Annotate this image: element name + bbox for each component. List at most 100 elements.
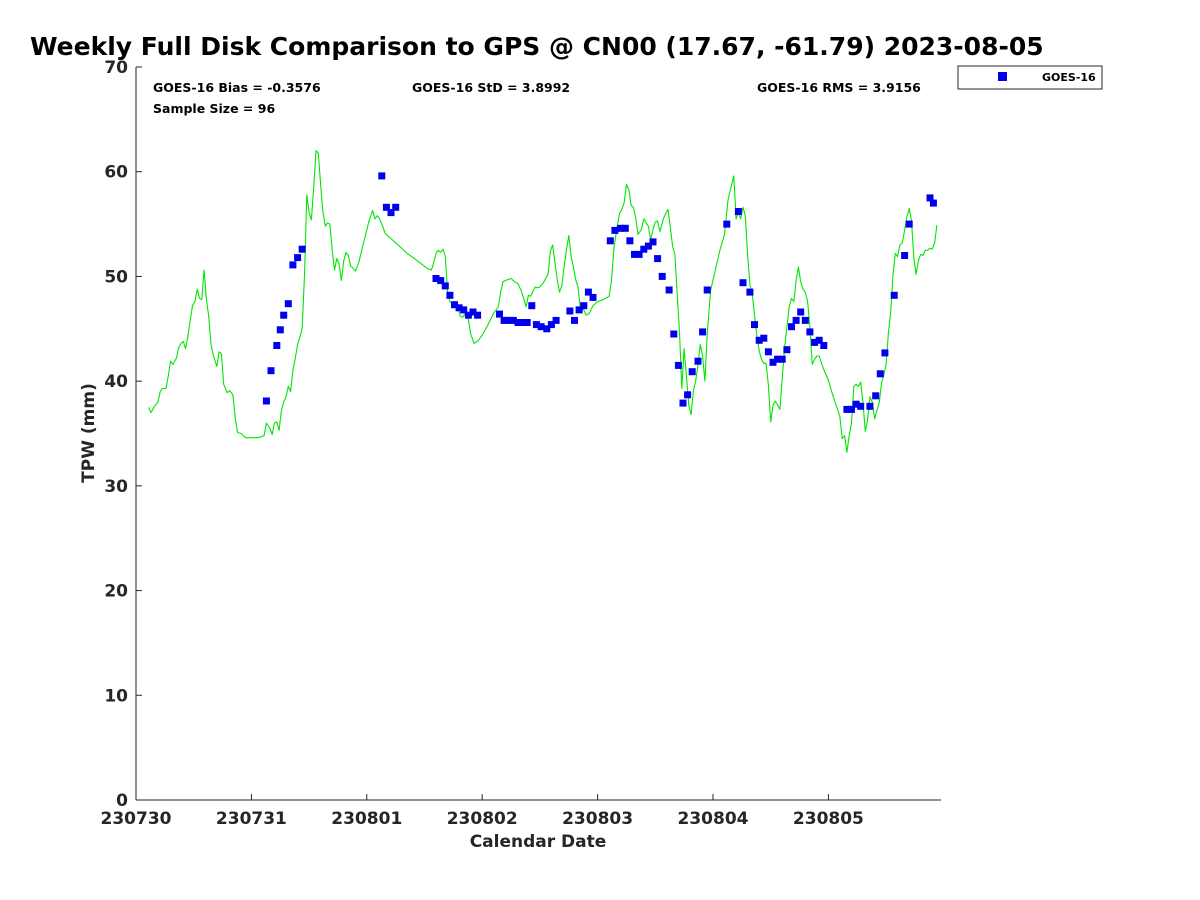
goes16-point <box>801 316 809 324</box>
y-tick-label: 40 <box>104 372 128 392</box>
goes16-point <box>806 328 814 336</box>
x-tick-label: 230731 <box>216 809 287 829</box>
goes16-series <box>262 172 937 413</box>
goes16-point <box>571 316 578 324</box>
goes16-point <box>276 326 284 334</box>
goes16-point <box>280 311 288 319</box>
goes16-point <box>674 361 682 369</box>
goes16-point <box>464 311 472 319</box>
goes16-point <box>528 302 536 310</box>
goes16-point <box>723 220 731 228</box>
goes16-point <box>532 321 540 329</box>
goes16-point <box>382 203 390 211</box>
goes16-point <box>519 319 527 326</box>
goes16-point <box>441 282 449 290</box>
x-axis-label: Calendar Date <box>470 832 607 852</box>
goes16-point <box>820 342 828 349</box>
goes16-point <box>621 224 629 232</box>
goes16-point <box>872 392 880 400</box>
goes16-point <box>505 316 513 324</box>
goes16-point <box>500 316 508 324</box>
legend: GOES-16 <box>957 65 1103 90</box>
goes16-point <box>694 357 702 365</box>
goes16-point <box>455 304 463 312</box>
y-tick-label: 0 <box>116 791 128 811</box>
goes16-point <box>640 245 648 253</box>
gps-line <box>148 150 938 453</box>
goes16-point <box>905 220 913 228</box>
stat-sample-size: Sample Size = 96 <box>153 101 275 116</box>
goes16-point <box>289 261 297 269</box>
goes16-point <box>654 255 662 263</box>
y-tick-label: 20 <box>104 582 128 602</box>
chart-title: Weekly Full Disk Comparison to GPS @ CN0… <box>30 32 1044 61</box>
legend-label-goes16: GOES-16 <box>1042 71 1096 84</box>
goes16-point <box>644 242 652 250</box>
goes16-point <box>514 319 522 326</box>
goes16-point <box>635 250 643 258</box>
goes16-point <box>580 302 588 310</box>
x-ticks: 230730 230731 230801 230802 230803 230804 2308… <box>101 794 864 829</box>
y-tick-label: 50 <box>104 267 128 287</box>
goes16-point <box>589 293 597 301</box>
goes16-point <box>751 321 758 329</box>
stat-rms: GOES-16 RMS = 3.9156 <box>757 80 921 95</box>
goes16-point <box>815 336 823 344</box>
goes16-point <box>469 308 477 316</box>
goes16-point <box>783 346 791 354</box>
goes16-point <box>606 237 614 245</box>
goes16-point <box>566 307 574 315</box>
goes16-point <box>552 316 560 324</box>
goes16-point <box>670 330 678 338</box>
goes16-point <box>298 245 306 253</box>
goes16-point <box>797 308 805 316</box>
goes16-point <box>929 199 937 207</box>
goes16-point <box>432 275 440 282</box>
goes16-point <box>273 342 281 349</box>
goes16-point <box>665 286 673 294</box>
goes16-point <box>631 250 638 258</box>
goes16-point <box>901 252 909 259</box>
goes16-point <box>378 172 386 180</box>
stat-std: GOES-16 StD = 3.8992 <box>412 80 570 95</box>
goes16-point <box>760 334 768 342</box>
goes16-point <box>699 328 707 336</box>
goes16-point <box>267 367 275 375</box>
goes16-point <box>890 291 898 299</box>
goes16-point <box>262 397 270 405</box>
goes16-point <box>764 348 772 356</box>
goes16-point <box>843 405 851 413</box>
x-tick-label: 230805 <box>793 809 864 829</box>
goes16-point <box>778 355 786 363</box>
goes16-point <box>746 288 754 296</box>
goes16-point <box>575 306 583 314</box>
goes16-point <box>703 286 711 294</box>
x-tick-label: 230802 <box>447 809 518 829</box>
goes16-point <box>769 358 777 366</box>
goes16-point <box>881 349 889 357</box>
goes16-point <box>926 194 934 202</box>
y-tick-label: 30 <box>104 477 128 497</box>
goes16-point <box>866 402 874 410</box>
goes16-point <box>788 323 795 331</box>
goes16-point <box>739 279 747 287</box>
goes16-point <box>543 325 551 333</box>
goes16-point <box>852 400 860 408</box>
x-tick-label: 230730 <box>101 809 172 829</box>
goes16-point <box>792 316 800 324</box>
gps-series <box>148 150 938 453</box>
x-tick-label: 230801 <box>331 809 402 829</box>
goes16-point <box>474 311 482 319</box>
goes16-point <box>294 254 302 262</box>
legend-box <box>957 65 1103 90</box>
goes16-point <box>523 319 531 326</box>
goes16-point <box>392 203 400 211</box>
goes16-point <box>537 323 545 331</box>
y-tick-label: 60 <box>104 163 128 183</box>
goes16-point <box>811 338 819 346</box>
goes16-point <box>617 224 625 232</box>
stats-block: GOES-16 Bias = -0.3576 GOES-16 StD = 3.8… <box>153 80 921 116</box>
goes16-point <box>684 391 692 399</box>
goes16-point <box>284 300 292 308</box>
legend-marker-goes16 <box>998 72 1007 81</box>
